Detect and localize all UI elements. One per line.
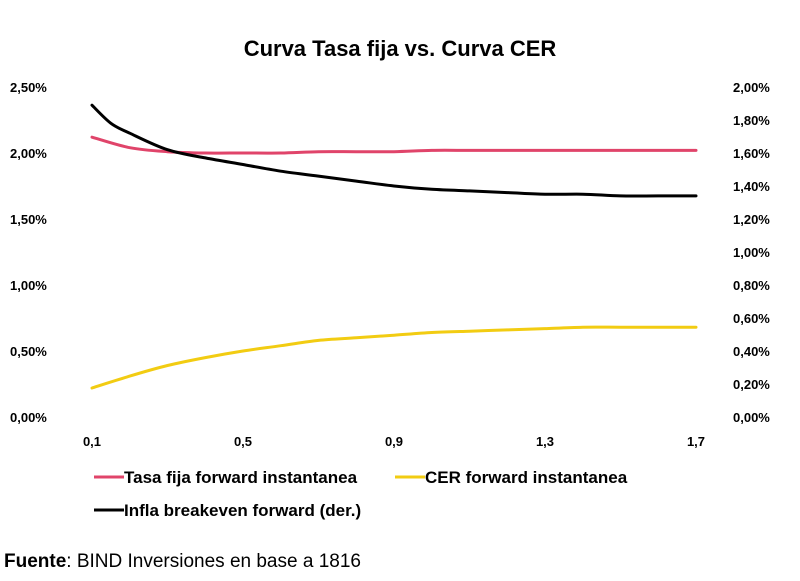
right-tick-label: 1,20% <box>733 212 770 227</box>
right-tick-label: 0,40% <box>733 344 770 359</box>
right-tick-label: 0,60% <box>733 311 770 326</box>
legend-label: Infla breakeven forward (der.) <box>124 501 361 520</box>
legend-item-cer: CER forward instantanea <box>395 468 628 487</box>
legend-label: CER forward instantanea <box>425 468 628 487</box>
right-tick-label: 1,60% <box>733 146 770 161</box>
legend-item-infla-breakeven: Infla breakeven forward (der.) <box>94 501 361 520</box>
right-tick-label: 1,40% <box>733 179 770 194</box>
x-tick-label: 1,3 <box>536 434 554 449</box>
x-tick-label: 0,5 <box>234 434 252 449</box>
source-text: : BIND Inversiones en base a 1816 <box>66 551 361 572</box>
legend: Tasa fija forward instantanea CER forward… <box>94 468 628 520</box>
right-tick-label: 1,80% <box>733 113 770 128</box>
left-tick-label: 0,00% <box>10 410 47 425</box>
source-note: Fuente: BIND Inversiones en base a 1816 <box>4 551 361 573</box>
series-lines <box>90 103 698 390</box>
source-label: Fuente <box>4 551 67 572</box>
x-tick-label: 0,1 <box>83 434 101 449</box>
legend-item-tasa-fija: Tasa fija forward instantanea <box>94 468 358 487</box>
left-tick-label: 2,00% <box>10 146 47 161</box>
x-tick-label: 0,9 <box>385 434 403 449</box>
legend-label: Tasa fija forward instantanea <box>124 468 358 487</box>
right-tick-label: 1,00% <box>733 245 770 260</box>
cer-line <box>90 325 698 390</box>
left-tick-label: 1,00% <box>10 278 47 293</box>
right-tick-label: 0,00% <box>733 410 770 425</box>
right-tick-label: 2,00% <box>733 80 770 95</box>
left-axis-ticks: 0,00% 0,50% 1,00% 1,50% 2,00% 2,50% <box>10 80 47 425</box>
x-tick-label: 1,7 <box>687 434 705 449</box>
left-tick-label: 1,50% <box>10 212 47 227</box>
right-tick-label: 0,20% <box>733 377 770 392</box>
right-tick-label: 0,80% <box>733 278 770 293</box>
right-axis-ticks: 0,00% 0,20% 0,40% 0,60% 0,80% 1,00% 1,20% 1,40%… <box>733 80 770 425</box>
line-chart: 0,00% 0,50% 1,00% 1,50% 2,00% 2,50% 0,00% 0,20… <box>10 80 770 520</box>
left-tick-label: 2,50% <box>10 80 47 95</box>
left-tick-label: 0,50% <box>10 344 47 359</box>
infla-breakeven-line <box>90 103 698 198</box>
tasa-fija-line <box>90 135 698 155</box>
chart-title: Curva Tasa fija vs. Curva CER <box>243 36 557 61</box>
x-axis-ticks: 0,1 0,5 0,9 1,3 1,7 <box>83 434 705 449</box>
